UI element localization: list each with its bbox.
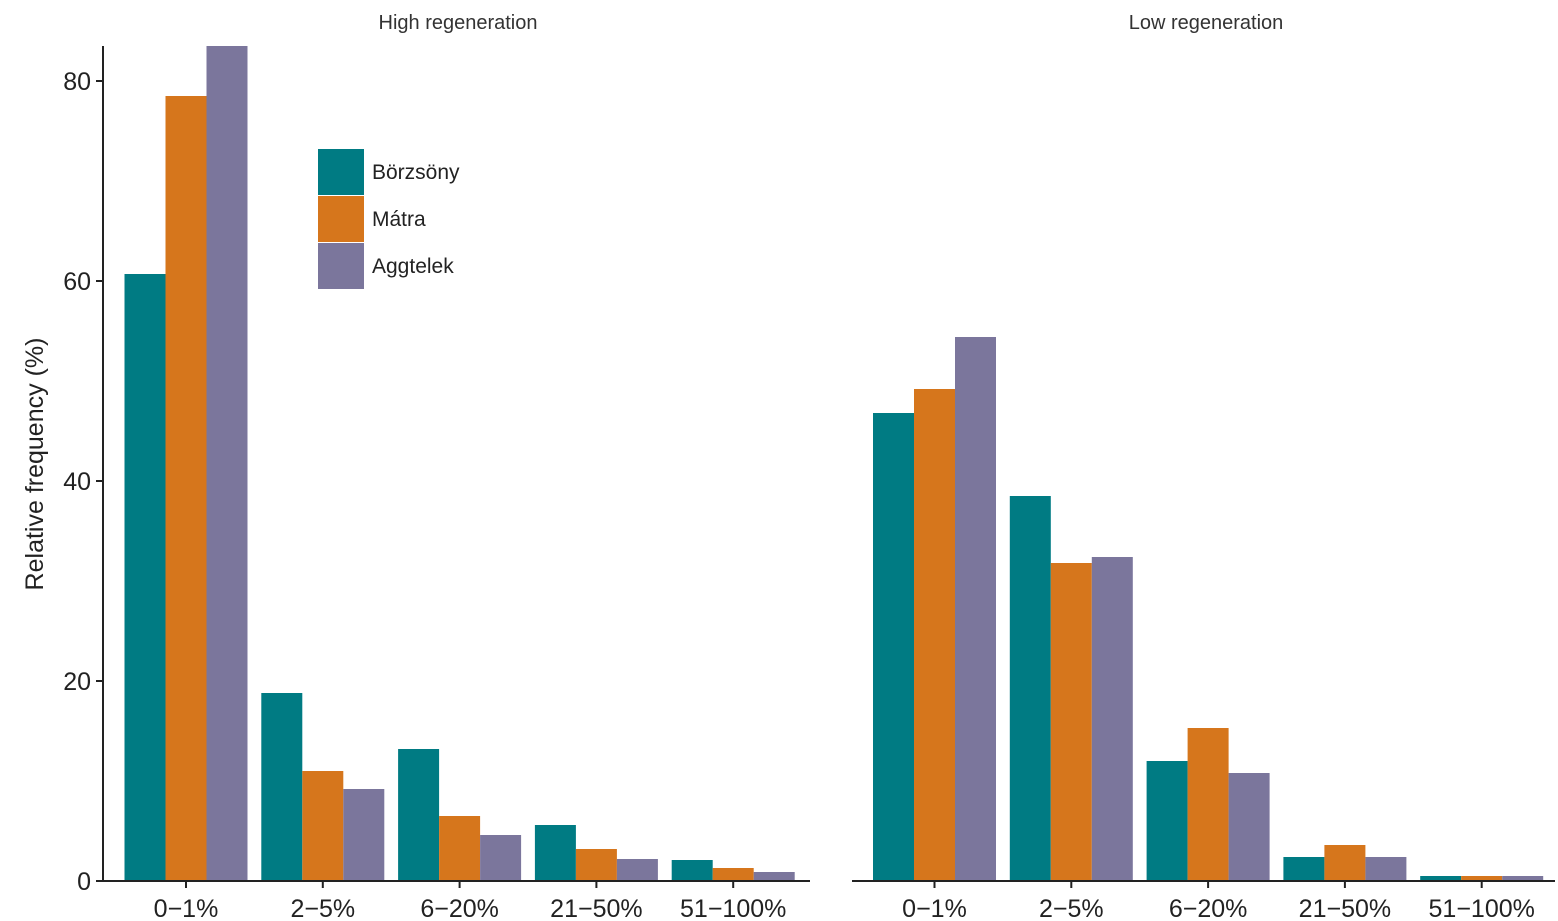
bar-aggtelek bbox=[480, 835, 522, 881]
panel-2: Low regeneration 0−1% 2−5% 6−20% 21−50% 51−10… bbox=[852, 12, 1555, 921]
panel-title: High regeneration bbox=[379, 12, 538, 34]
bar-brzsny bbox=[534, 825, 576, 881]
bar-mtra bbox=[1187, 728, 1229, 881]
legend-label: Börzsöny bbox=[372, 161, 460, 184]
bar-aggtelek bbox=[1365, 857, 1407, 881]
bar-brzsny bbox=[1283, 857, 1325, 881]
y-axis-title: Relative frequency (%) bbox=[21, 338, 49, 591]
bar-brzsny bbox=[398, 749, 440, 881]
legend-swatch bbox=[318, 243, 364, 289]
bar-mtra bbox=[575, 849, 617, 881]
panel-title: Low regeneration bbox=[1129, 12, 1284, 34]
legend-swatch bbox=[318, 196, 364, 242]
bar-mtra bbox=[712, 868, 754, 881]
y-tick-label: 20 bbox=[63, 668, 91, 696]
bar-mtra bbox=[165, 96, 207, 881]
x-tick-label: 0−1% bbox=[902, 895, 967, 921]
legend-label: Mátra bbox=[372, 208, 426, 231]
bar-mtra bbox=[439, 816, 481, 881]
bar-aggtelek bbox=[1091, 557, 1133, 881]
bar-aggtelek bbox=[955, 337, 996, 881]
x-tick-label: 21−50% bbox=[550, 895, 642, 921]
y-tick-label: 60 bbox=[63, 268, 91, 296]
bar-brzsny bbox=[261, 693, 303, 881]
bar-mtra bbox=[914, 389, 955, 881]
bar-aggtelek bbox=[343, 789, 385, 881]
legend-swatch bbox=[318, 149, 364, 195]
bar-mtra bbox=[1461, 876, 1503, 881]
bar-brzsny bbox=[1146, 761, 1188, 881]
bar-brzsny bbox=[873, 413, 914, 881]
bar-brzsny bbox=[671, 860, 713, 881]
y-tick-label: 80 bbox=[63, 68, 91, 96]
x-tick-label: 0−1% bbox=[154, 895, 219, 921]
x-tick-label: 21−50% bbox=[1299, 895, 1391, 921]
panel-1: High regeneration 0−1% 2−5% 6−20% 21−50% 51−1… bbox=[103, 12, 810, 921]
x-tick-label: 2−5% bbox=[290, 895, 355, 921]
x-tick-label: 51−100% bbox=[680, 895, 786, 921]
y-tick-label: 0 bbox=[77, 868, 91, 896]
x-tick-label: 2−5% bbox=[1039, 895, 1104, 921]
bar-aggtelek bbox=[1502, 876, 1544, 881]
bar-aggtelek bbox=[206, 46, 248, 881]
x-tick-label: 51−100% bbox=[1429, 895, 1535, 921]
x-tick-label: 6−20% bbox=[420, 895, 499, 921]
bar-mtra bbox=[1324, 845, 1366, 881]
legend-label: Aggtelek bbox=[372, 255, 454, 278]
bar-brzsny bbox=[1009, 496, 1051, 881]
plot-area: 0 20 40 60 80 High regeneration 0−1% 2−5% 6−20% 2… bbox=[63, 12, 1555, 921]
bar-mtra bbox=[1050, 563, 1092, 881]
bar-aggtelek bbox=[1228, 773, 1270, 881]
bar-brzsny bbox=[124, 274, 166, 881]
bar-aggtelek bbox=[616, 859, 658, 881]
x-tick-label: 6−20% bbox=[1169, 895, 1248, 921]
bar-aggtelek bbox=[753, 872, 795, 881]
y-tick-label: 40 bbox=[63, 468, 91, 496]
legend: Börzsöny Mátra Aggtelek bbox=[318, 149, 460, 289]
bar-mtra bbox=[302, 771, 344, 881]
bar-brzsny bbox=[1420, 876, 1462, 881]
